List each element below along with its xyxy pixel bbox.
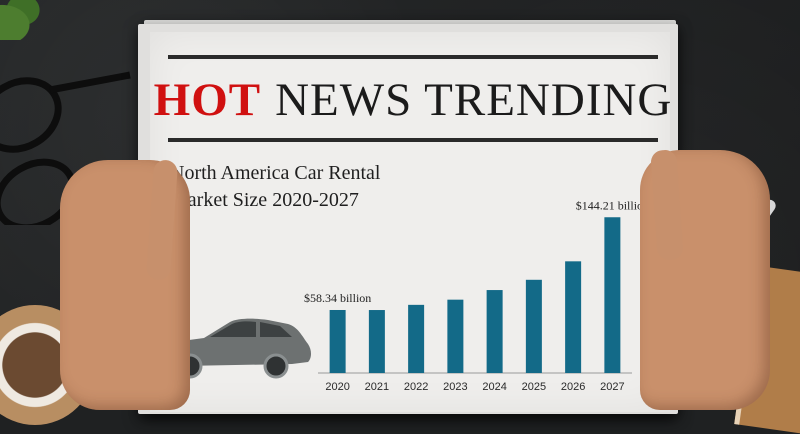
- x-tick-label-2022: 2022: [404, 381, 428, 393]
- bar-2021: [368, 310, 385, 373]
- x-tick-label-2026: 2026: [561, 381, 585, 393]
- x-tick-label-2023: 2023: [443, 381, 467, 393]
- chart-title: North America Car Rental Market Size 202…: [170, 160, 430, 214]
- headline-rule-bottom: [168, 138, 658, 142]
- x-tick-label-2025: 2025: [522, 381, 546, 393]
- bar-2022: [408, 304, 425, 373]
- x-tick-label-2027: 2027: [600, 381, 624, 393]
- headline-rule-top: [168, 55, 658, 59]
- x-tick-label-2024: 2024: [482, 381, 506, 393]
- bar-2023: [447, 299, 464, 373]
- newspaper-headline: HOT NEWS TRENDING: [154, 72, 672, 128]
- bar-2027: [604, 217, 621, 373]
- bar-2026: [565, 261, 582, 373]
- bar-2025: [525, 279, 542, 373]
- data-label-2020: $58.34 billion: [304, 291, 371, 305]
- chart-title-line-2: Market Size 2020-2027: [170, 189, 359, 211]
- data-label-2027: $144.21 billion: [576, 198, 649, 212]
- bar-2020: [329, 309, 346, 373]
- headline-hot-word: HOT: [153, 74, 262, 126]
- headline-rest: NEWS TRENDING: [275, 74, 673, 126]
- bar-chart: 2020 2021 2022 2023 2024 2025 2026 2027 $58.34 b…: [304, 198, 649, 393]
- bar-2024: [486, 290, 503, 373]
- eyeglasses: [0, 71, 131, 225]
- plant-leaves: [0, 0, 50, 40]
- chart-title-line-1: North America Car Rental: [170, 162, 381, 184]
- x-tick-label-2021: 2021: [365, 381, 389, 393]
- x-tick-label-2020: 2020: [325, 381, 349, 393]
